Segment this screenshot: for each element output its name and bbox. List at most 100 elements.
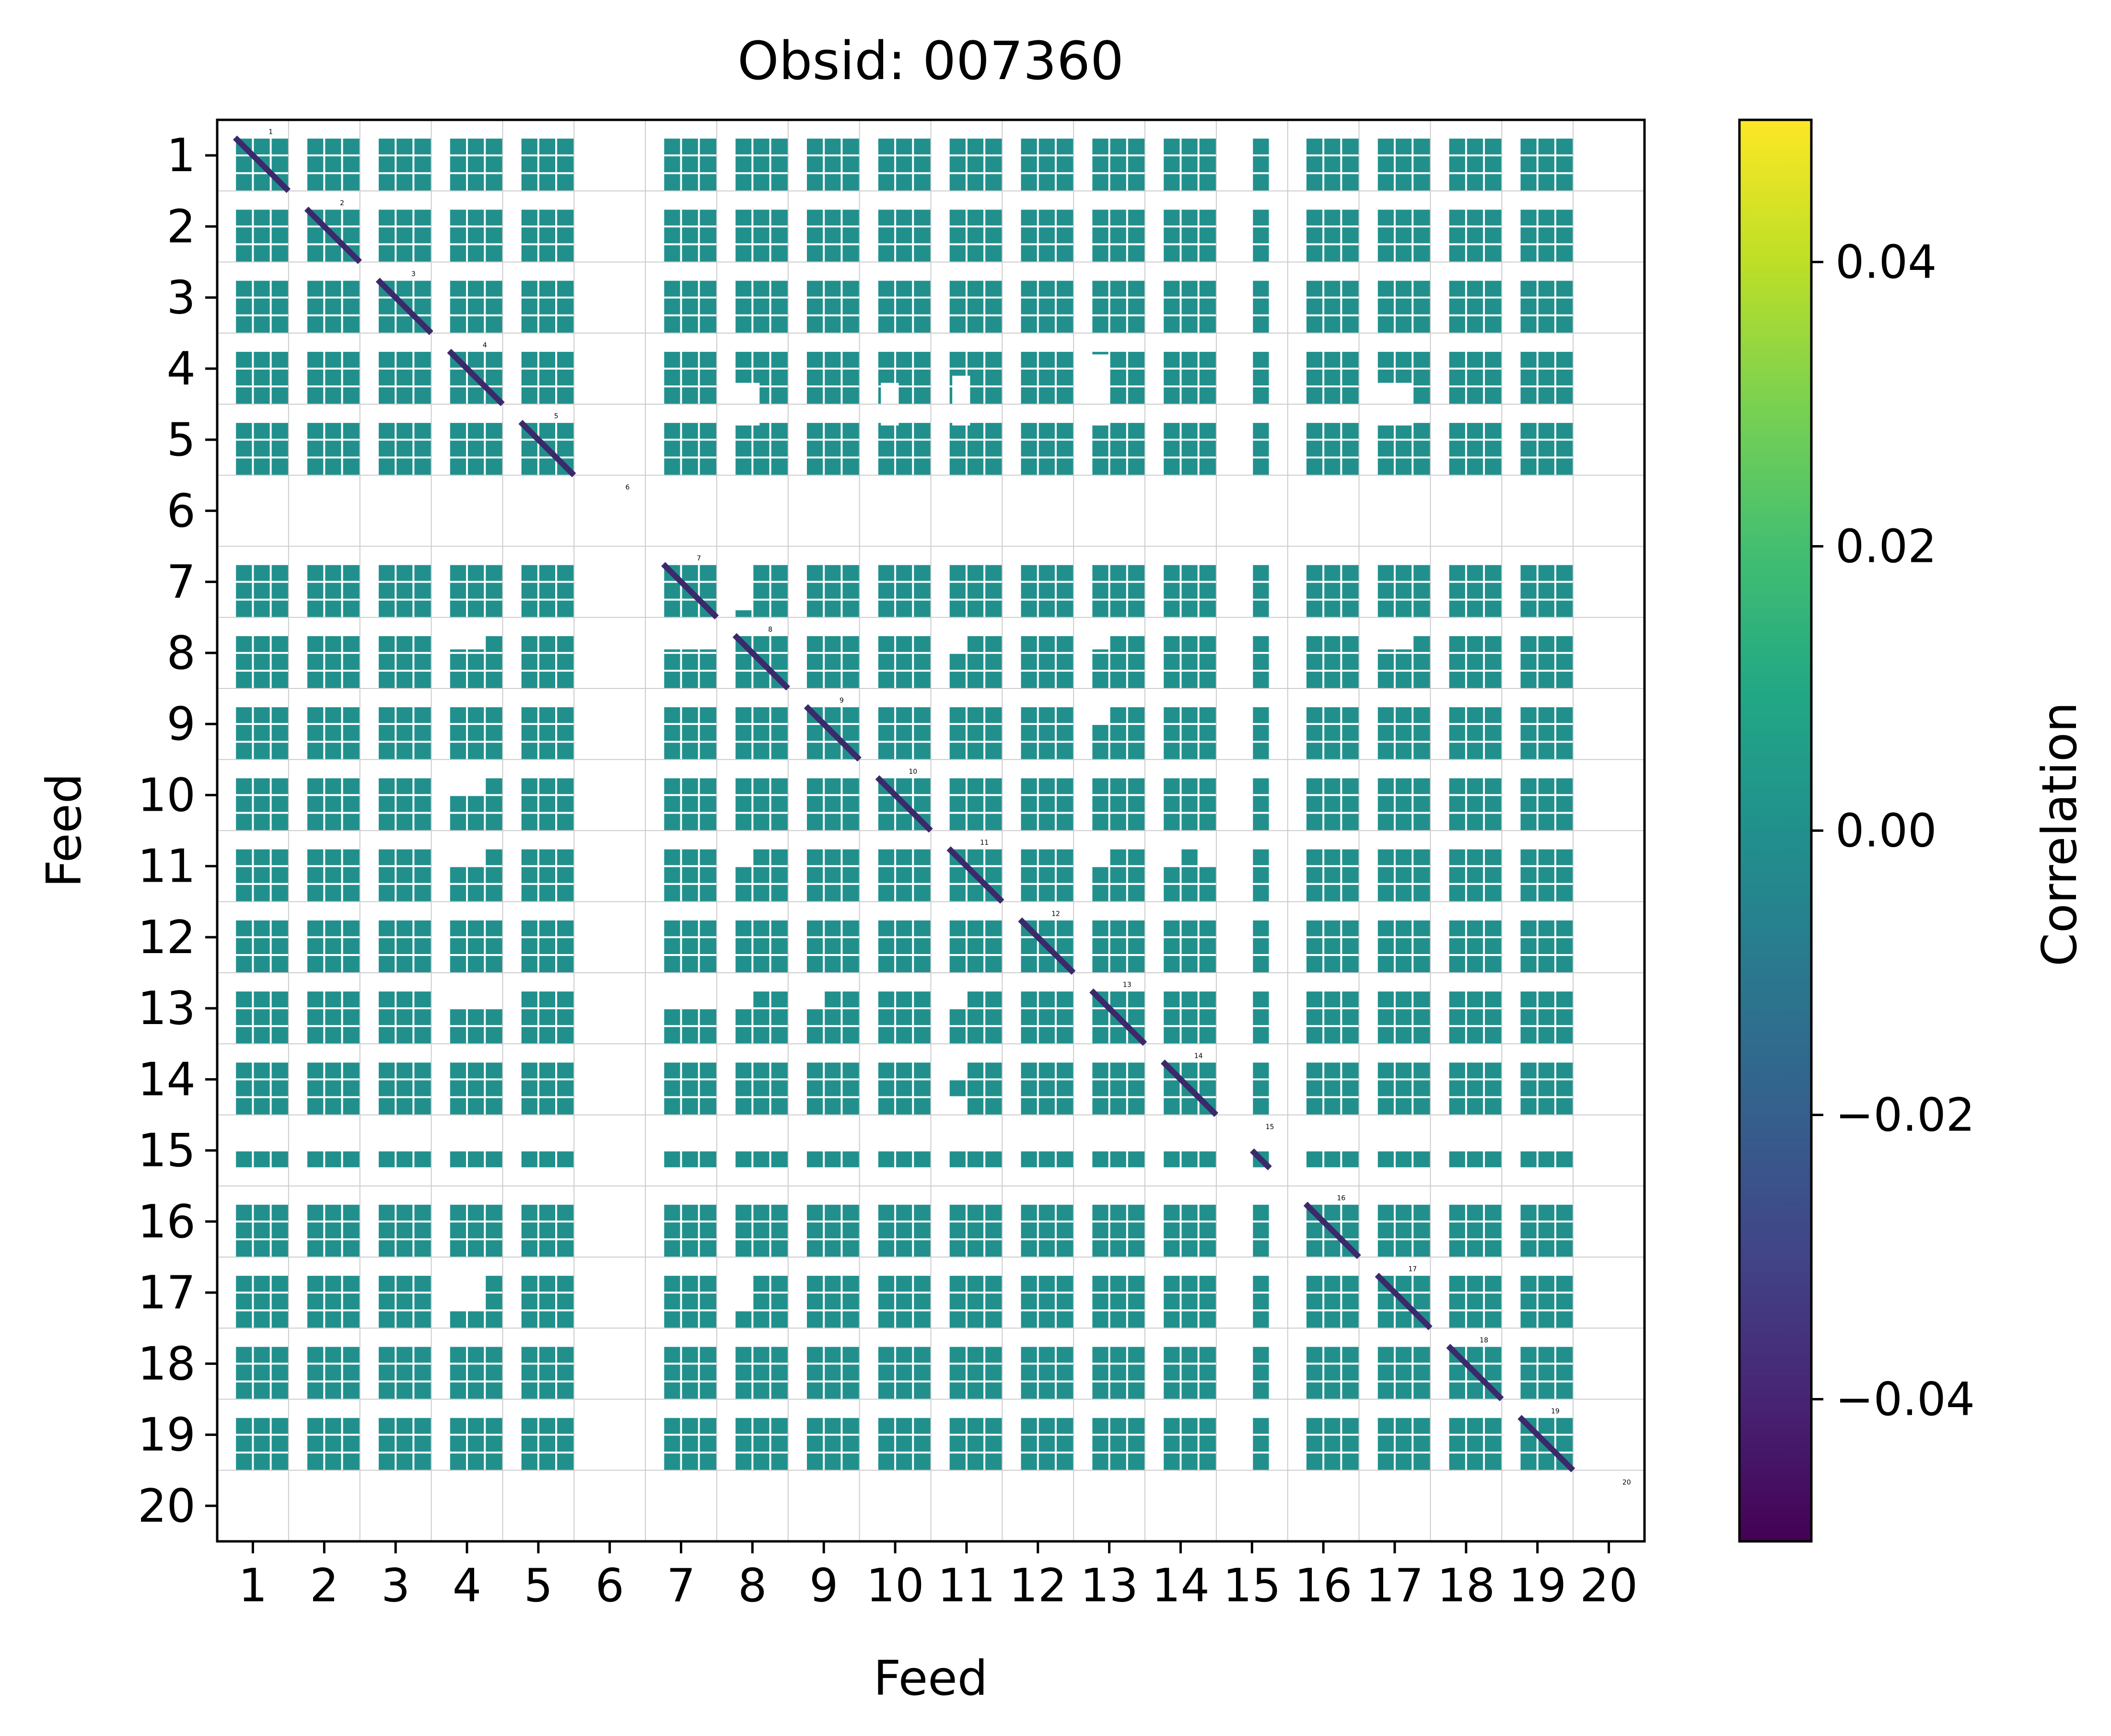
heatmap-cell (1252, 848, 1270, 902)
heatmap-cell (806, 209, 860, 262)
heatmap-cell (948, 138, 1003, 191)
heatmap-cell (1252, 350, 1270, 404)
heatmap-cell (1305, 350, 1359, 404)
diagonal-feed-label: 15 (1266, 1123, 1274, 1131)
heatmap-cell (948, 1150, 1003, 1168)
heatmap-cell (306, 848, 360, 902)
heatmap-cell (1519, 990, 1574, 1044)
heatmap-cell (1020, 777, 1074, 831)
x-tick-label: 4 (453, 1560, 481, 1612)
heatmap-cell (663, 848, 717, 902)
heatmap-cell (663, 1275, 717, 1328)
heatmap-cell (1448, 1417, 1502, 1470)
heatmap-cell (449, 1061, 503, 1115)
y-tick-label: 18 (138, 1338, 196, 1390)
heatmap-cell (735, 1417, 788, 1470)
heatmap-cell (735, 919, 788, 973)
heatmap-cell (520, 1417, 574, 1470)
heatmap-cell (1305, 1061, 1359, 1115)
heatmap-cell (1020, 209, 1074, 262)
heatmap-cell (806, 1275, 860, 1328)
heatmap-cell (1163, 1417, 1216, 1470)
heatmap-cell (948, 777, 1003, 831)
heatmap-cell (449, 138, 503, 191)
heatmap-cell (235, 635, 289, 688)
heatmap-cell (663, 777, 717, 831)
diagonal-feed-label: 9 (840, 697, 844, 705)
heatmap-cell (1376, 706, 1431, 760)
heatmap-cell (877, 1275, 931, 1328)
heatmap-cell (1376, 138, 1431, 191)
masked-region (948, 1061, 967, 1080)
y-tick-label: 12 (138, 911, 196, 964)
heatmap-cell (877, 280, 931, 333)
masked-region (948, 1097, 967, 1115)
heatmap-cell (520, 1275, 574, 1328)
heatmap-cell (1519, 1061, 1574, 1115)
colorbar-label: Correlation (2031, 702, 2088, 966)
y-tick-label: 13 (138, 982, 196, 1035)
heatmap-cell (1163, 635, 1216, 688)
x-tick-label: 12 (1009, 1560, 1067, 1612)
heatmap-cell (1448, 422, 1502, 476)
heatmap-cell (1091, 777, 1145, 831)
feed-grid (217, 120, 1644, 1541)
heatmap-cell (806, 1061, 860, 1115)
heatmap-cell (1519, 564, 1574, 618)
heatmap-cell (1519, 350, 1574, 404)
heatmap-cell (235, 422, 289, 476)
diagonal-feed-label: 19 (1551, 1408, 1560, 1415)
heatmap-cell (520, 1150, 574, 1168)
diagonal-feed-label: 1 (268, 128, 273, 136)
heatmap-cell (1020, 990, 1074, 1044)
heatmap-cell (1252, 1061, 1270, 1115)
heatmap-cell (449, 1346, 503, 1399)
x-tick-label: 3 (381, 1560, 410, 1612)
colorbar-tick-label: 0.00 (1835, 805, 1937, 858)
y-tick-label: 4 (167, 343, 196, 396)
heatmap-cell (306, 1417, 360, 1470)
heatmap-cell (520, 1203, 574, 1257)
y-tick-label: 7 (167, 556, 196, 609)
heatmap-cell (1305, 280, 1359, 333)
diagonal-feed-label: 20 (1622, 1479, 1631, 1486)
heatmap-cell (948, 422, 1003, 476)
heatmap-cell (1091, 564, 1145, 618)
heatmap-cell (1252, 1275, 1270, 1328)
heatmap-cell (1519, 706, 1574, 760)
heatmap-cell (1376, 990, 1431, 1044)
heatmap-cell (735, 209, 788, 262)
y-tick-label: 8 (167, 627, 196, 680)
heatmap-cell (735, 1203, 788, 1257)
heatmap-cell (948, 1417, 1003, 1470)
heatmap-cell (1376, 1417, 1431, 1470)
heatmap-cell (877, 1203, 931, 1257)
y-tick-label: 17 (138, 1267, 196, 1319)
heatmap-cell (1305, 209, 1359, 262)
masked-region (1091, 354, 1109, 426)
heatmap-cell (1020, 1150, 1074, 1168)
heatmap-cell (663, 706, 717, 760)
heatmap-cell (1091, 1061, 1145, 1115)
diagonal-block (1303, 1201, 1361, 1259)
heatmap-cell (1376, 564, 1431, 618)
x-tick-label: 6 (595, 1560, 624, 1612)
heatmap-cell (948, 209, 1003, 262)
heatmap-cell (1020, 280, 1074, 333)
heatmap-cell (663, 209, 717, 262)
heatmap-cell (520, 209, 574, 262)
diagonal-feed-label: 14 (1194, 1052, 1203, 1060)
masked-region (449, 990, 503, 1009)
heatmap-cell (735, 706, 788, 760)
heatmap-cell (449, 1417, 503, 1470)
diagonal-block (233, 135, 291, 193)
heatmap-cell (735, 280, 788, 333)
heatmap-cell (1448, 635, 1502, 688)
heatmap-cell (306, 777, 360, 831)
heatmap-cell (449, 209, 503, 262)
masked-region (1163, 848, 1181, 866)
heatmap-cell (1252, 706, 1270, 760)
heatmap-cell (1091, 1346, 1145, 1399)
diagonal-block (304, 207, 362, 264)
